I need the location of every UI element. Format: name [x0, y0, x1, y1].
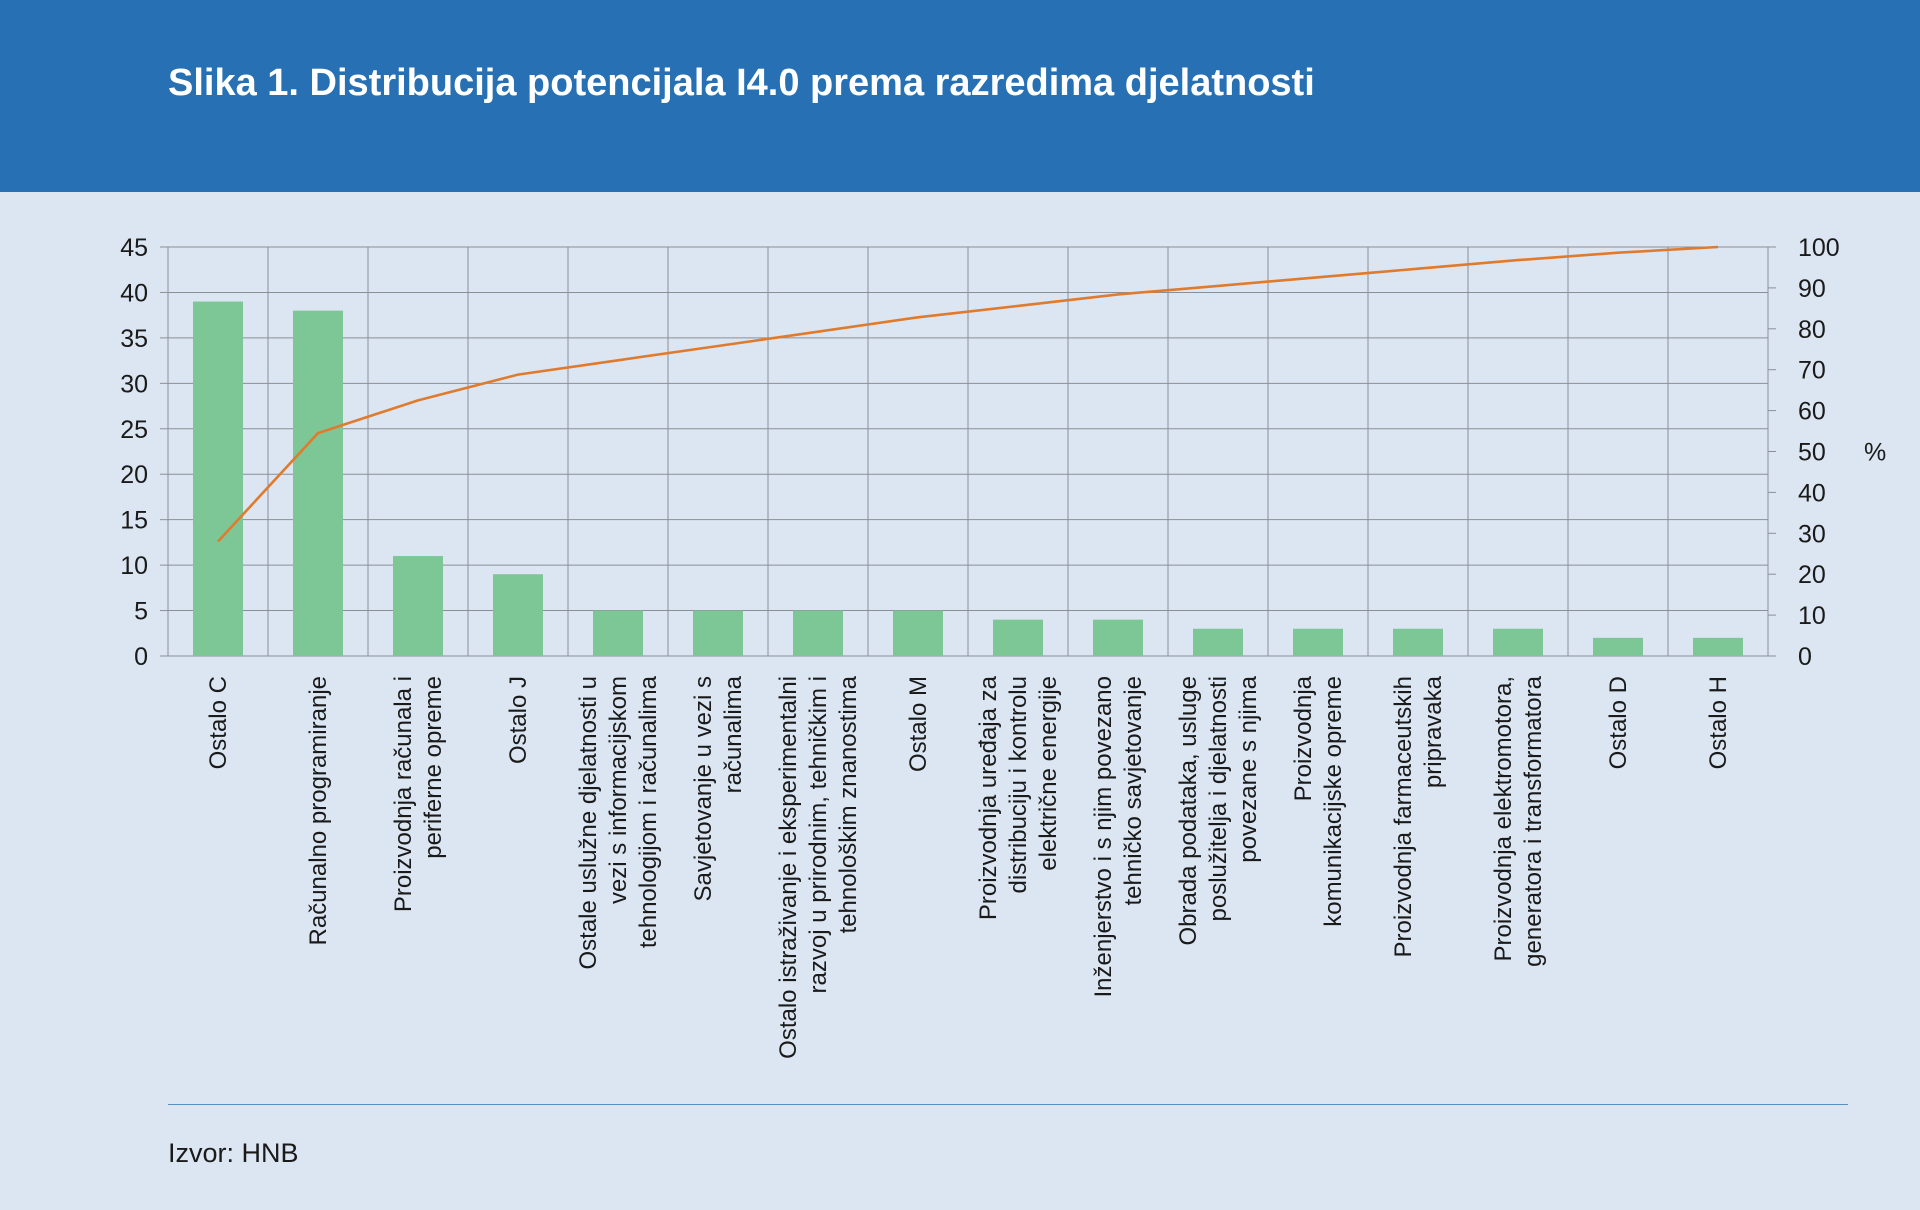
category-label-line: Ostalo istraživanje i eksperimentalni	[775, 676, 802, 1059]
category-label-line: Ostalo J	[505, 676, 532, 764]
category-label-line: tehnologijom i računalima	[635, 675, 662, 948]
bar	[1693, 637, 1743, 656]
left-tick-label: 10	[120, 552, 148, 580]
left-tick-label: 40	[120, 279, 148, 307]
category-label-line: Ostale uslužne djelatnosti u	[575, 676, 602, 970]
category-label: Savjetovanje u vezi s računalima	[690, 675, 747, 901]
right-tick-label: 50	[1798, 439, 1826, 467]
left-tick-label: 45	[120, 234, 148, 262]
category-label-line: Obrada podataka, usluge	[1175, 676, 1202, 946]
category-label-line: Ostalo M	[905, 676, 932, 772]
category-label: Proizvodnja farmaceutskih pripravaka	[1390, 675, 1447, 957]
right-tick-label: 70	[1798, 357, 1826, 385]
left-tick-label: 25	[120, 416, 148, 444]
category-label: Proizvodnja računala i periferne opreme	[390, 676, 447, 912]
pareto-chart: 0 5 10 15 20 25 30 35 40 45 0 10 20 30 40 50 60 70 80 90 100…	[120, 234, 1886, 1059]
right-tick-label: 10	[1798, 602, 1826, 630]
category-label-line: Proizvodnja uređaja za	[975, 675, 1002, 920]
category-label-line: Proizvodnja farmaceutskih	[1390, 676, 1417, 957]
category-label-line: tehničko savjetovanje	[1120, 676, 1147, 905]
category-label: Računalno programiranje	[305, 676, 332, 945]
bar	[1193, 628, 1243, 656]
bar	[893, 610, 943, 656]
category-label-line: generatora i transformatora	[1520, 675, 1547, 966]
cumulative-line	[217, 245, 1719, 543]
left-tick-label: 0	[134, 643, 148, 671]
header-banner: Slika 1. Distribucija potencijala I4.0 p…	[0, 0, 1920, 192]
bar	[593, 610, 643, 656]
footer-divider	[168, 1104, 1848, 1105]
right-tick-label: 40	[1798, 479, 1826, 507]
source-note: Izvor: HNB	[168, 1138, 299, 1168]
right-tick-label: 30	[1798, 520, 1826, 548]
right-axis-title: %	[1864, 439, 1886, 467]
category-label: Ostalo M	[905, 676, 932, 772]
category-label-line: Inženjerstvo i s njim povezano	[1090, 676, 1117, 998]
category-label: Proizvodnja komunikacijske opreme	[1290, 675, 1347, 926]
bar	[1393, 628, 1443, 656]
left-tick-label: 5	[134, 598, 148, 626]
category-label-line: povezane s njima	[1235, 675, 1262, 862]
category-label-line: komunikacijske opreme	[1320, 676, 1347, 927]
category-label-line: tehnološkim znanostima	[835, 675, 862, 933]
category-label-line: Savjetovanje u vezi s	[690, 676, 717, 901]
bar	[993, 619, 1043, 656]
category-label: Ostalo D	[1605, 676, 1632, 769]
category-label: Proizvodnja uređaja za distribuciju i kon…	[975, 675, 1062, 920]
category-label-line: razvoj u prirodnim, tehničkim i	[805, 676, 832, 993]
left-tick-label: 15	[120, 507, 148, 535]
category-label-line: pripravaka	[1420, 675, 1447, 788]
category-label-line: Ostalo H	[1705, 676, 1732, 769]
category-label-line: Proizvodnja računala i	[390, 676, 417, 912]
bar	[1493, 628, 1543, 656]
bar	[693, 610, 743, 656]
right-tick-label: 20	[1798, 561, 1826, 589]
bar	[1093, 619, 1143, 656]
right-tick-label: 0	[1798, 643, 1812, 671]
category-label: Ostalo H	[1705, 676, 1732, 769]
right-tick-label: 100	[1798, 234, 1840, 262]
bar	[393, 556, 443, 656]
bar	[293, 310, 343, 656]
category-label: Ostalo C	[205, 676, 232, 769]
right-tick-label: 90	[1798, 275, 1826, 303]
category-label-line: Proizvodnja	[1290, 675, 1317, 801]
category-label-line: vezi s informacijskom	[605, 676, 632, 904]
right-tick-label: 60	[1798, 398, 1826, 426]
category-label-line: Proizvodnja elektromotora,	[1490, 676, 1517, 961]
category-label: Obrada podataka, usluge poslužitelja i dj…	[1175, 675, 1262, 945]
category-label: Ostale uslužne djelatnosti u vezi s infor…	[575, 675, 662, 969]
page-title: Slika 1. Distribucija potencijala I4.0 p…	[168, 62, 1315, 104]
category-label-line: distribuciju i kontrolu	[1005, 676, 1032, 893]
category-label-line: periferne opreme	[420, 676, 447, 859]
category-label: Inženjerstvo i s njim povezano tehničko s…	[1090, 676, 1147, 998]
left-tick-label: 20	[120, 461, 148, 489]
category-label: Proizvodnja elektromotora, generatora i t…	[1490, 675, 1547, 966]
category-label: Ostalo istraživanje i eksperimentalni raz…	[775, 675, 862, 1058]
right-tick-label: 80	[1798, 316, 1826, 344]
category-label-line: električne energije	[1035, 676, 1062, 871]
category-label-line: Računalno programiranje	[305, 676, 332, 945]
category-label-line: Ostalo D	[1605, 676, 1632, 769]
bar	[1293, 628, 1343, 656]
bar	[193, 301, 243, 656]
left-tick-label: 35	[120, 325, 148, 353]
bar	[793, 610, 843, 656]
category-label-line: Ostalo C	[205, 676, 232, 769]
category-label-line: računalima	[720, 675, 747, 793]
bar	[493, 574, 543, 656]
category-label-line: poslužitelja i djelatnosti	[1205, 676, 1232, 921]
left-tick-label: 30	[120, 370, 148, 398]
category-label: Ostalo J	[505, 676, 532, 764]
bar	[1593, 637, 1643, 656]
